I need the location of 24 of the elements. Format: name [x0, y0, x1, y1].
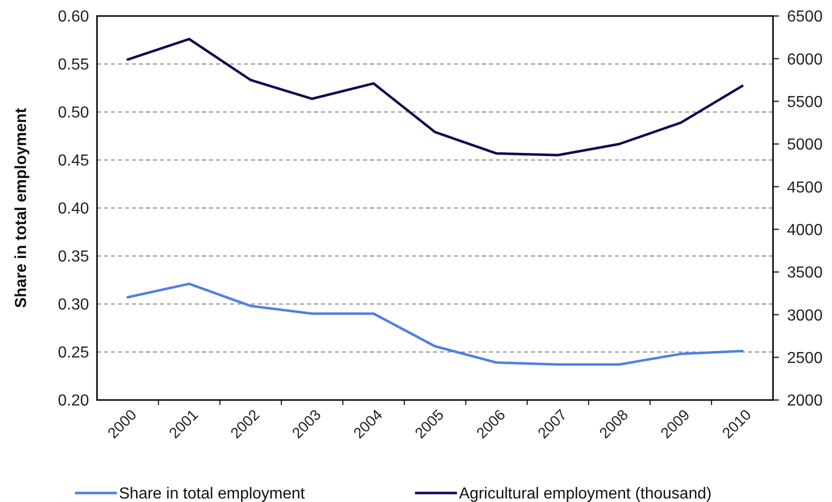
line-series — [126, 282, 744, 366]
y-axis-title: Share in total employment — [13, 107, 30, 308]
legend-label: Share in total employment — [119, 486, 306, 502]
y-tick-label: 0.35 — [58, 248, 90, 266]
y2-tick-label: 4000 — [787, 222, 823, 239]
line-series — [126, 38, 744, 156]
legend-label: Agricultural employment (thousand) — [459, 486, 712, 502]
y-tick-label: 0.40 — [58, 200, 90, 218]
y-tick-label: 0.55 — [58, 56, 90, 74]
y2-tick-label: 5000 — [787, 136, 823, 154]
y-tick-label: 0.20 — [58, 392, 90, 410]
y2-tick-label: 2500 — [787, 350, 823, 367]
y-tick-label: 0.30 — [58, 296, 90, 314]
y2-tick-label: 4500 — [787, 179, 823, 196]
y2-tick-label: 6000 — [787, 51, 823, 68]
y-tick-label: 0.50 — [58, 104, 90, 122]
y-tick-label: 0.25 — [58, 344, 90, 362]
y2-tick-label: 3000 — [787, 307, 823, 324]
y2-tick-label: 2000 — [787, 392, 823, 410]
y2-tick-label: 3500 — [787, 264, 823, 282]
y2-tick-label: 5500 — [787, 94, 823, 111]
y-tick-label: 0.45 — [58, 152, 90, 170]
y-tick-label: 0.60 — [58, 8, 90, 26]
y2-tick-label: 6500 — [787, 8, 823, 26]
